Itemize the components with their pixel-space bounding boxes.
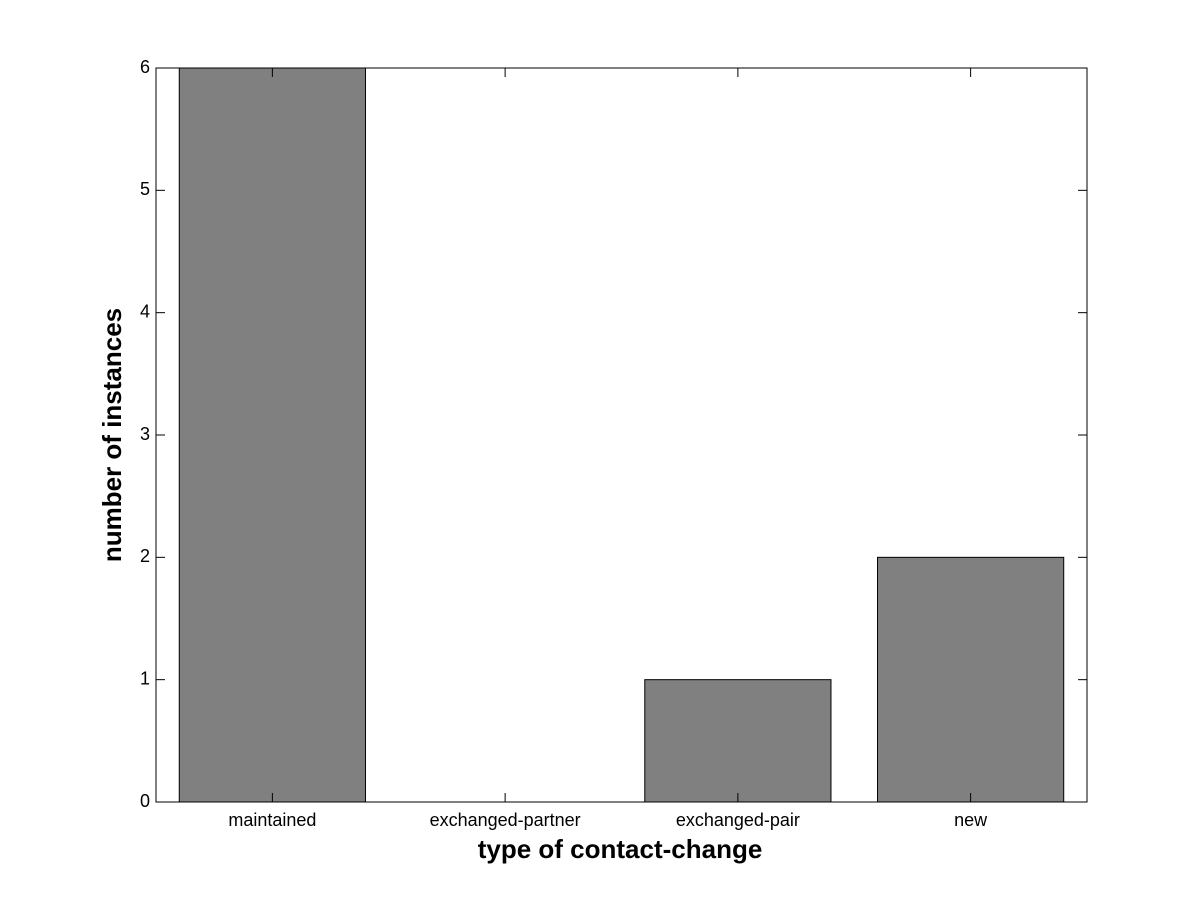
- y-tick-label: 0: [140, 791, 150, 811]
- y-tick-label: 5: [140, 179, 150, 199]
- x-axis-label: type of contact-change: [478, 834, 763, 864]
- y-tick-label: 3: [140, 424, 150, 444]
- x-tick-label: new: [954, 810, 988, 830]
- bar: [877, 556, 1065, 803]
- axes-box: [155, 67, 1088, 803]
- y-tick-label: 1: [140, 668, 150, 688]
- bar: [178, 67, 366, 803]
- y-tick-label: 6: [140, 57, 150, 77]
- y-tick-label: 4: [140, 301, 150, 321]
- bar: [644, 679, 832, 803]
- x-tick-label: maintained: [228, 810, 316, 830]
- x-tick-label: exchanged-partner: [430, 810, 581, 830]
- x-tick-label: exchanged-pair: [676, 810, 800, 830]
- y-axis-label: number of instances: [97, 308, 127, 562]
- y-tick-label: 2: [140, 546, 150, 566]
